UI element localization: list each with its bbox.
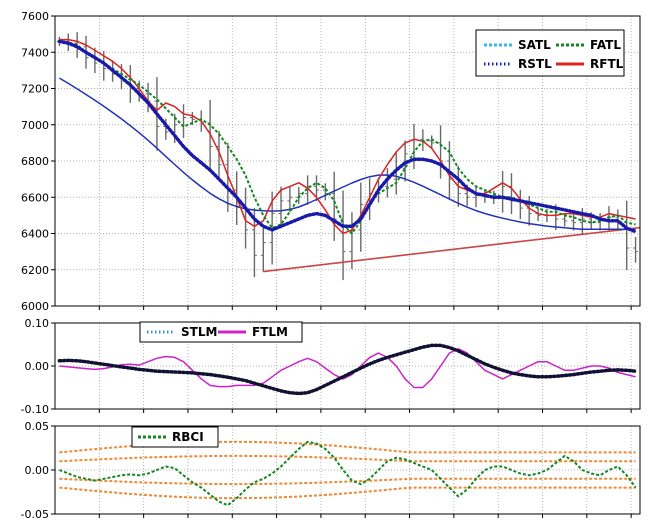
y-tick-label: 6400 xyxy=(21,228,49,241)
legend-label-rbci: RBCI xyxy=(172,430,204,444)
series-line-rstl xyxy=(57,39,638,234)
legend-label-rftl: RFTL xyxy=(590,57,624,71)
series-line-rbci-band xyxy=(59,454,636,463)
y-tick-label: 0.00 xyxy=(25,360,50,373)
oscillator-1-series xyxy=(57,343,638,396)
price-y-ticks: 6000 6200 6400 6600 6800 7000 7200 7400 7600 xyxy=(21,10,632,313)
oscillator-1-panel: -0.10 0.00 0.10 STLM FTLM xyxy=(21,317,641,416)
oscillator-1-legend: STLM FTLM xyxy=(139,321,303,343)
oscillator-1-y-ticks: -0.10 0.00 0.10 xyxy=(21,317,632,416)
oscillator-2-y-ticks: -0.05 0.00 0.05 xyxy=(21,420,632,520)
price-legend: SATL FATL RSTL RFTL xyxy=(475,29,625,77)
legend-label-rstl: RSTL xyxy=(518,57,552,71)
legend-label-stlm: STLM xyxy=(181,325,217,339)
price-legend-box xyxy=(475,29,625,77)
y-tick-label: 7400 xyxy=(21,46,49,59)
y-tick-label: 6200 xyxy=(21,264,49,277)
y-tick-label: 0.05 xyxy=(25,420,50,433)
legend-label-ftlm: FTLM xyxy=(252,325,288,339)
series-line-fatl xyxy=(59,40,636,235)
series-line-rbci-band xyxy=(59,486,636,500)
y-tick-label: 7600 xyxy=(21,10,49,23)
y-tick-label: -0.10 xyxy=(21,403,49,416)
series-line-ftlm xyxy=(59,348,636,389)
series-line-stlm xyxy=(57,343,638,396)
price-series xyxy=(57,38,638,235)
y-tick-label: 7000 xyxy=(21,119,49,132)
oscillator-2-legend-box xyxy=(131,426,219,448)
y-tick-label: 6000 xyxy=(21,300,49,313)
legend-label-fatl: FATL xyxy=(590,38,621,52)
oscillator-2-panel: -0.05 0.00 0.05 RBCI xyxy=(21,420,641,520)
price-panel: 6000 6200 6400 6600 6800 7000 7200 7400 7600 SAT… xyxy=(21,10,641,313)
support-line xyxy=(263,226,641,273)
series-line-rftl xyxy=(59,38,636,235)
oscillator-2-legend: RBCI xyxy=(131,426,219,448)
y-tick-label: 7200 xyxy=(21,83,49,96)
legend-label-satl: SATL xyxy=(518,38,551,52)
series-line-trend xyxy=(59,77,636,231)
y-tick-label: -0.05 xyxy=(21,508,49,520)
series-line-rbci xyxy=(59,440,637,507)
y-tick-label: 6600 xyxy=(21,191,49,204)
y-tick-label: 6800 xyxy=(21,155,49,168)
y-tick-label: 0.00 xyxy=(25,464,50,477)
series-line-rbci-band xyxy=(59,477,636,486)
y-tick-label: 0.10 xyxy=(25,317,50,330)
